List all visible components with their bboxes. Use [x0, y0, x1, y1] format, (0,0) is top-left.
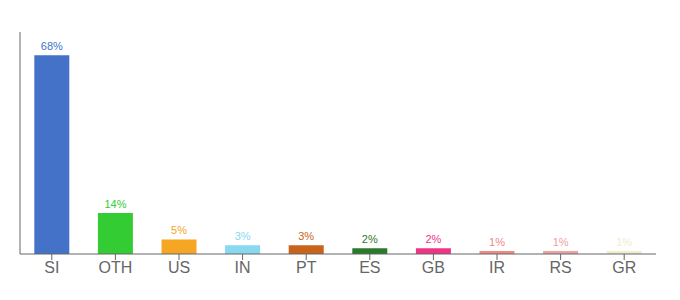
- svg-text:ES: ES: [359, 259, 380, 276]
- svg-text:RS: RS: [549, 259, 571, 276]
- svg-text:GB: GB: [422, 259, 445, 276]
- svg-text:GR: GR: [612, 259, 636, 276]
- svg-text:2%: 2%: [425, 233, 441, 245]
- svg-text:OTH: OTH: [99, 259, 133, 276]
- svg-text:1%: 1%: [489, 236, 505, 248]
- svg-text:IR: IR: [489, 259, 505, 276]
- svg-text:SI: SI: [44, 259, 59, 276]
- svg-text:3%: 3%: [298, 230, 314, 242]
- svg-text:IN: IN: [235, 259, 251, 276]
- svg-text:1%: 1%: [553, 236, 569, 248]
- svg-text:5%: 5%: [171, 224, 187, 236]
- svg-text:1%: 1%: [616, 236, 632, 248]
- svg-text:PT: PT: [296, 259, 317, 276]
- svg-text:68%: 68%: [41, 40, 63, 52]
- svg-text:14%: 14%: [104, 198, 126, 210]
- svg-text:2%: 2%: [362, 233, 378, 245]
- svg-text:US: US: [168, 259, 190, 276]
- svg-text:3%: 3%: [235, 230, 251, 242]
